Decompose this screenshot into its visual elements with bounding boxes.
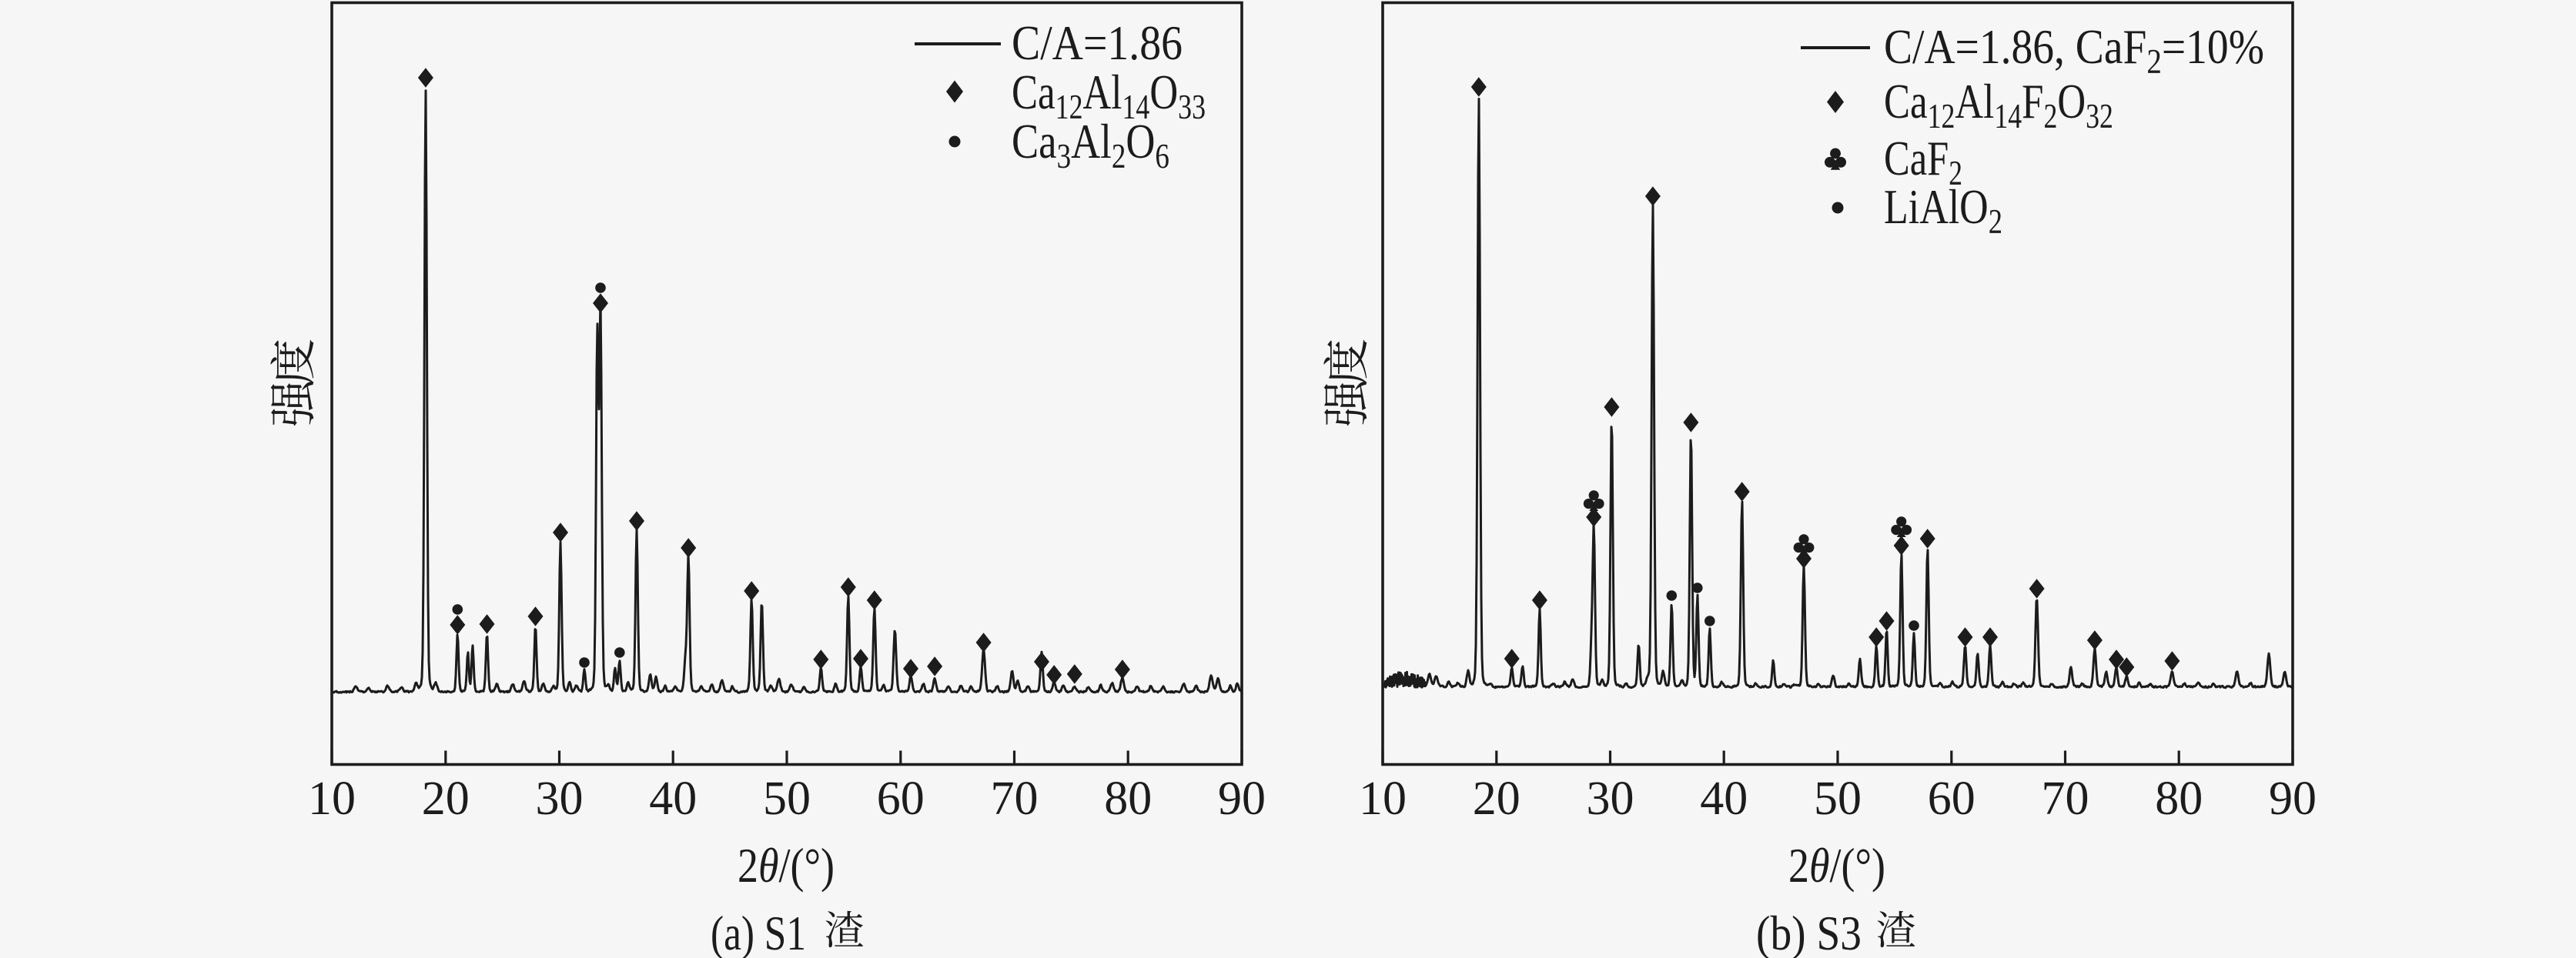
svg-text:C/A=1.86, CaF2=10%: C/A=1.86, CaF2=10%: [1884, 19, 2264, 81]
svg-text:(a) S1: (a) S1: [711, 906, 806, 958]
svg-text:70: 70: [991, 773, 1039, 825]
svg-text:30: 30: [1587, 773, 1634, 825]
svg-text:Ca12Al14O33: Ca12Al14O33: [1012, 64, 1206, 125]
svg-text:LiAlO2: LiAlO2: [1884, 179, 2002, 241]
svg-text:Ca3Al2O6: Ca3Al2O6: [1012, 114, 1169, 175]
svg-text:70: 70: [2042, 773, 2089, 825]
svg-text:C/A=1.86: C/A=1.86: [1012, 15, 1183, 69]
svg-text:60: 60: [877, 773, 925, 825]
svg-text:CaF2: CaF2: [1884, 132, 1962, 192]
svg-text:80: 80: [2155, 773, 2203, 825]
svg-text:60: 60: [1928, 773, 1975, 825]
svg-text:80: 80: [1104, 773, 1152, 825]
svg-text:40: 40: [1700, 773, 1748, 825]
svg-text:90: 90: [1218, 773, 1266, 825]
svg-text:10: 10: [1359, 773, 1407, 825]
svg-text:(b) S3: (b) S3: [1756, 906, 1862, 958]
svg-text:20: 20: [422, 773, 470, 825]
svg-text:2θ/(°): 2θ/(°): [1788, 838, 1885, 893]
svg-text:30: 30: [536, 773, 584, 825]
svg-text:10: 10: [308, 773, 356, 825]
svg-text:50: 50: [1814, 773, 1862, 825]
svg-text:2θ/(°): 2θ/(°): [738, 838, 835, 893]
svg-text:Ca12Al14F2O32: Ca12Al14F2O32: [1884, 73, 2113, 135]
svg-text:50: 50: [763, 773, 811, 825]
svg-text:90: 90: [2269, 773, 2317, 825]
svg-text:20: 20: [1473, 773, 1521, 825]
svg-text:40: 40: [649, 773, 697, 825]
